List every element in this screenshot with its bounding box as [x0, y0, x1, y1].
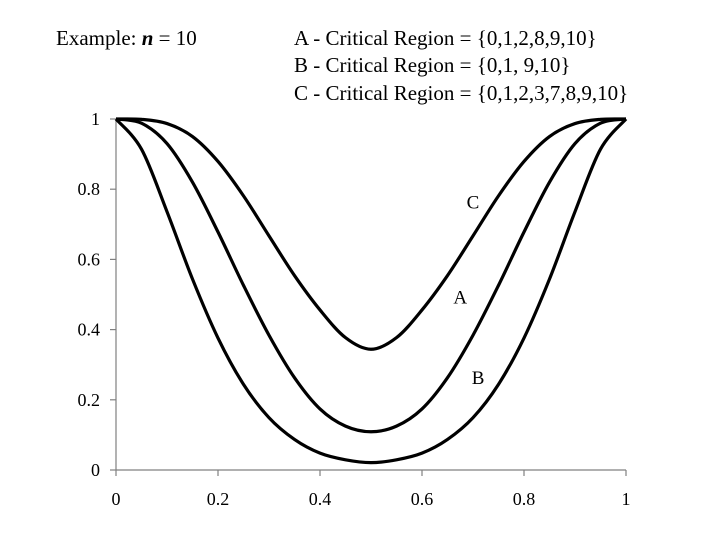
legend-line-c: C - Critical Region = {0,1,2,3,7,8,9,10}	[294, 81, 628, 105]
legend-line-a: A - Critical Region = {0,1,2,8,9,10}	[294, 26, 597, 50]
y-tick-label: 0	[91, 460, 100, 480]
y-tick-label: 0.8	[78, 179, 101, 199]
curve-label-c: C	[467, 193, 480, 214]
y-tick-label: 1	[91, 109, 100, 129]
axis-ticks: 0 0.2 0.4 0.6 0.8 1 0 0.2 0.4 0.6 0.8 1	[78, 109, 631, 509]
x-tick-label: 1	[622, 489, 631, 509]
y-tick-label: 0.2	[78, 390, 101, 410]
x-tick-label: 0	[112, 489, 121, 509]
series-lines	[114, 117, 628, 465]
series-line-c	[115, 117, 627, 351]
x-tick-label: 0.2	[207, 489, 230, 509]
series-line-b	[114, 117, 628, 465]
series-line-a	[115, 117, 627, 434]
x-tick-label: 0.8	[513, 489, 536, 509]
curve-label-b: B	[472, 368, 485, 389]
example-label: Example: n = 10	[56, 26, 197, 50]
curve-labels: C A B	[453, 193, 484, 390]
legend-line-b: B - Critical Region = {0,1, 9,10}	[294, 53, 570, 77]
y-tick-label: 0.4	[78, 320, 101, 340]
x-tick-label: 0.6	[411, 489, 434, 509]
y-tick-label: 0.6	[78, 249, 101, 269]
curve-label-a: A	[453, 287, 467, 308]
x-tick-label: 0.4	[309, 489, 332, 509]
